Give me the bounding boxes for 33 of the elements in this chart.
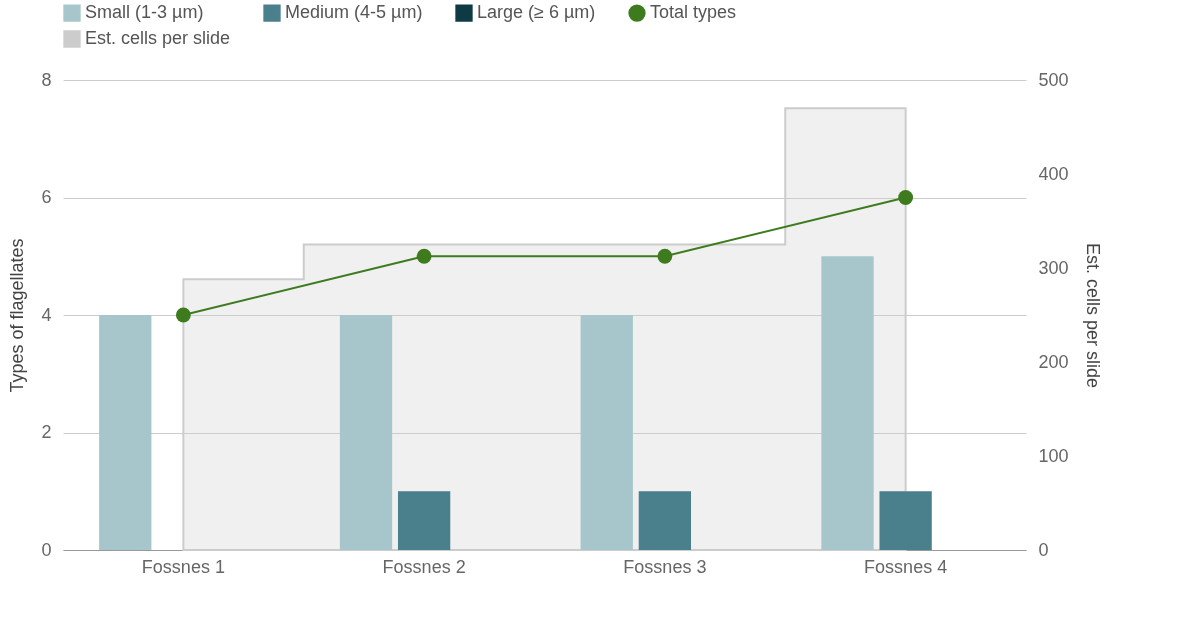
point <box>898 190 914 205</box>
y-tick-label: 2 <box>41 422 52 442</box>
y-tick-label: 0 <box>41 539 52 560</box>
point <box>416 248 432 264</box>
y-tick-label: 6 <box>41 187 52 207</box>
legend-label: Medium (4-5 µm) <box>285 2 423 23</box>
y-axis-title: Types of flagellates <box>7 238 28 393</box>
y2-axis-title: Est. cells per slide <box>1082 242 1103 389</box>
bar <box>821 256 874 550</box>
legend-label: Est. cells per slide <box>85 28 231 48</box>
y2-tick-label: 200 <box>1038 351 1069 372</box>
bar <box>638 491 692 550</box>
x-tick-label: Fossnes 2 <box>382 556 466 577</box>
y2-tick-label: 500 <box>1038 69 1069 90</box>
y2-tick-label: 0 <box>1038 539 1049 560</box>
x-tick-label: Fossnes 1 <box>141 556 225 577</box>
y2-tick-label: 100 <box>1038 445 1069 466</box>
y2-tick-label: 300 <box>1038 257 1069 278</box>
y-tick-label: 4 <box>41 304 52 325</box>
legend-label: Total types <box>650 2 737 23</box>
bar <box>879 491 932 550</box>
x-tick-label: Fossnes 3 <box>623 556 707 577</box>
bar <box>580 315 633 550</box>
x-tick-label: Fossnes 4 <box>864 556 948 577</box>
y-tick-label: 8 <box>41 69 52 90</box>
point <box>175 307 191 323</box>
bar <box>339 315 393 550</box>
legend-label: Large (≥ 6 µm) <box>477 2 596 23</box>
point <box>657 248 673 264</box>
y2-tick-label: 400 <box>1038 163 1069 184</box>
legend-label: Small (1-3 µm) <box>85 2 204 23</box>
bar <box>99 315 152 550</box>
bar <box>397 491 451 550</box>
